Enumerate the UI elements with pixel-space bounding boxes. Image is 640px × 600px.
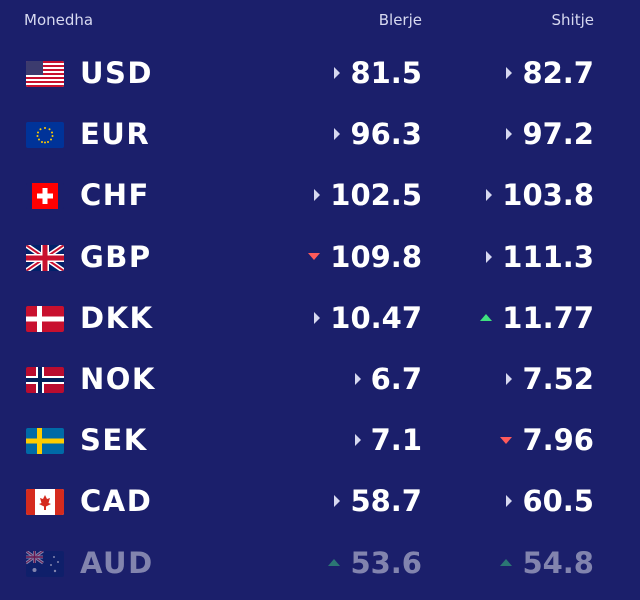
- neutral-arrow-icon: [334, 67, 341, 79]
- ch-flag-icon: [26, 183, 64, 210]
- currency-code: USD: [80, 56, 154, 90]
- table-row: DKK 10.47 11.77: [0, 289, 640, 350]
- buy-rate-value: 6.7: [370, 361, 422, 396]
- sell-rate: 7.52: [506, 362, 594, 396]
- sell-rate-value: 111.3: [502, 239, 594, 274]
- sell-rate-value: 7.96: [522, 423, 594, 458]
- buy-rate: 58.7: [334, 484, 422, 518]
- eu-flag-icon: [26, 122, 64, 149]
- neutral-arrow-icon: [486, 189, 493, 202]
- sell-rate-value: 103.8: [502, 178, 594, 213]
- buy-rate-value: 7.1: [370, 423, 422, 458]
- buy-rate: 10.47: [314, 301, 422, 335]
- buy-rate: 102.5: [314, 178, 422, 212]
- table-row: USD 81.5 82.7: [0, 44, 640, 105]
- currency-code: NOK: [80, 361, 156, 396]
- table-row: NOK 6.7 7.52: [0, 350, 640, 411]
- exchange-rate-list: USD 81.5 82.7 EUR 96.3 97.2: [0, 44, 640, 595]
- neutral-arrow-icon: [354, 372, 361, 385]
- table-header: Monedha Blerje Shitje: [0, 0, 640, 44]
- neutral-arrow-icon: [506, 372, 513, 385]
- sell-rate-value: 60.5: [522, 484, 594, 519]
- sell-rate: 82.7: [506, 56, 594, 90]
- currency-code: CHF: [80, 178, 150, 213]
- up-arrow-icon: [500, 559, 513, 566]
- buy-rate: 96.3: [334, 117, 422, 151]
- buy-rate: 109.8: [308, 240, 422, 274]
- down-arrow-icon: [308, 253, 321, 261]
- sell-rate: 103.8: [486, 178, 594, 212]
- sell-rate-value: 54.8: [522, 545, 594, 580]
- sell-rate-value: 82.7: [522, 56, 594, 90]
- buy-rate: 6.7: [354, 361, 422, 396]
- up-arrow-icon: [480, 314, 493, 322]
- table-row: EUR 96.3 97.2: [0, 105, 640, 166]
- sell-rate: 60.5: [506, 484, 594, 518]
- sell-rate: 97.2: [506, 117, 594, 151]
- neutral-arrow-icon: [506, 495, 513, 508]
- neutral-arrow-icon: [486, 250, 493, 263]
- table-row: CHF 102.5 103.8: [0, 166, 640, 227]
- sell-rate-value: 11.77: [502, 300, 594, 335]
- ca-flag-icon: [26, 489, 64, 516]
- dk-flag-icon: [26, 305, 64, 332]
- sell-rate: 111.3: [486, 240, 594, 274]
- buy-rate-value: 109.8: [330, 239, 422, 274]
- table-row: GBP 109.8 111.3: [0, 228, 640, 289]
- buy-rate-value: 102.5: [330, 178, 422, 213]
- buy-rate: 7.1: [354, 423, 422, 458]
- neutral-arrow-icon: [314, 189, 321, 202]
- currency-column-header: Monedha: [24, 11, 94, 29]
- currency-code: CAD: [80, 484, 153, 519]
- buy-rate-value: 53.6: [350, 545, 422, 580]
- neutral-arrow-icon: [334, 495, 341, 508]
- no-flag-icon: [26, 366, 64, 393]
- gb-flag-icon: [26, 244, 64, 271]
- sell-rate-value: 7.52: [522, 361, 594, 396]
- currency-code: GBP: [80, 239, 152, 274]
- neutral-arrow-icon: [506, 67, 513, 79]
- sell-column-header: Shitje: [551, 11, 594, 29]
- currency-code: SEK: [80, 423, 148, 458]
- table-row: SEK 7.1 7.96: [0, 411, 640, 472]
- buy-column-header: Blerje: [378, 11, 422, 29]
- buy-rate: 81.5: [334, 56, 422, 90]
- sell-rate: 54.8: [500, 546, 594, 580]
- se-flag-icon: [26, 428, 64, 455]
- au-flag-icon: [26, 550, 64, 577]
- currency-code: DKK: [80, 300, 154, 335]
- buy-rate-value: 58.7: [350, 484, 422, 519]
- sell-rate: 7.96: [500, 423, 594, 457]
- down-arrow-icon: [500, 436, 513, 444]
- neutral-arrow-icon: [334, 128, 341, 141]
- us-flag-icon: [26, 61, 64, 87]
- neutral-arrow-icon: [354, 434, 361, 447]
- buy-rate: 53.6: [328, 546, 422, 580]
- neutral-arrow-icon: [314, 311, 321, 324]
- up-arrow-icon: [328, 559, 341, 566]
- buy-rate-value: 10.47: [330, 300, 422, 335]
- sell-rate: 11.77: [480, 301, 594, 335]
- buy-rate-value: 81.5: [350, 56, 422, 90]
- buy-rate-value: 96.3: [350, 117, 422, 152]
- sell-rate-value: 97.2: [522, 117, 594, 152]
- table-row: CAD 58.7 60.5: [0, 472, 640, 533]
- neutral-arrow-icon: [506, 128, 513, 141]
- table-row: AUD 53.6 54.8: [0, 534, 640, 595]
- currency-code: EUR: [80, 117, 151, 152]
- currency-code: AUD: [80, 545, 154, 580]
